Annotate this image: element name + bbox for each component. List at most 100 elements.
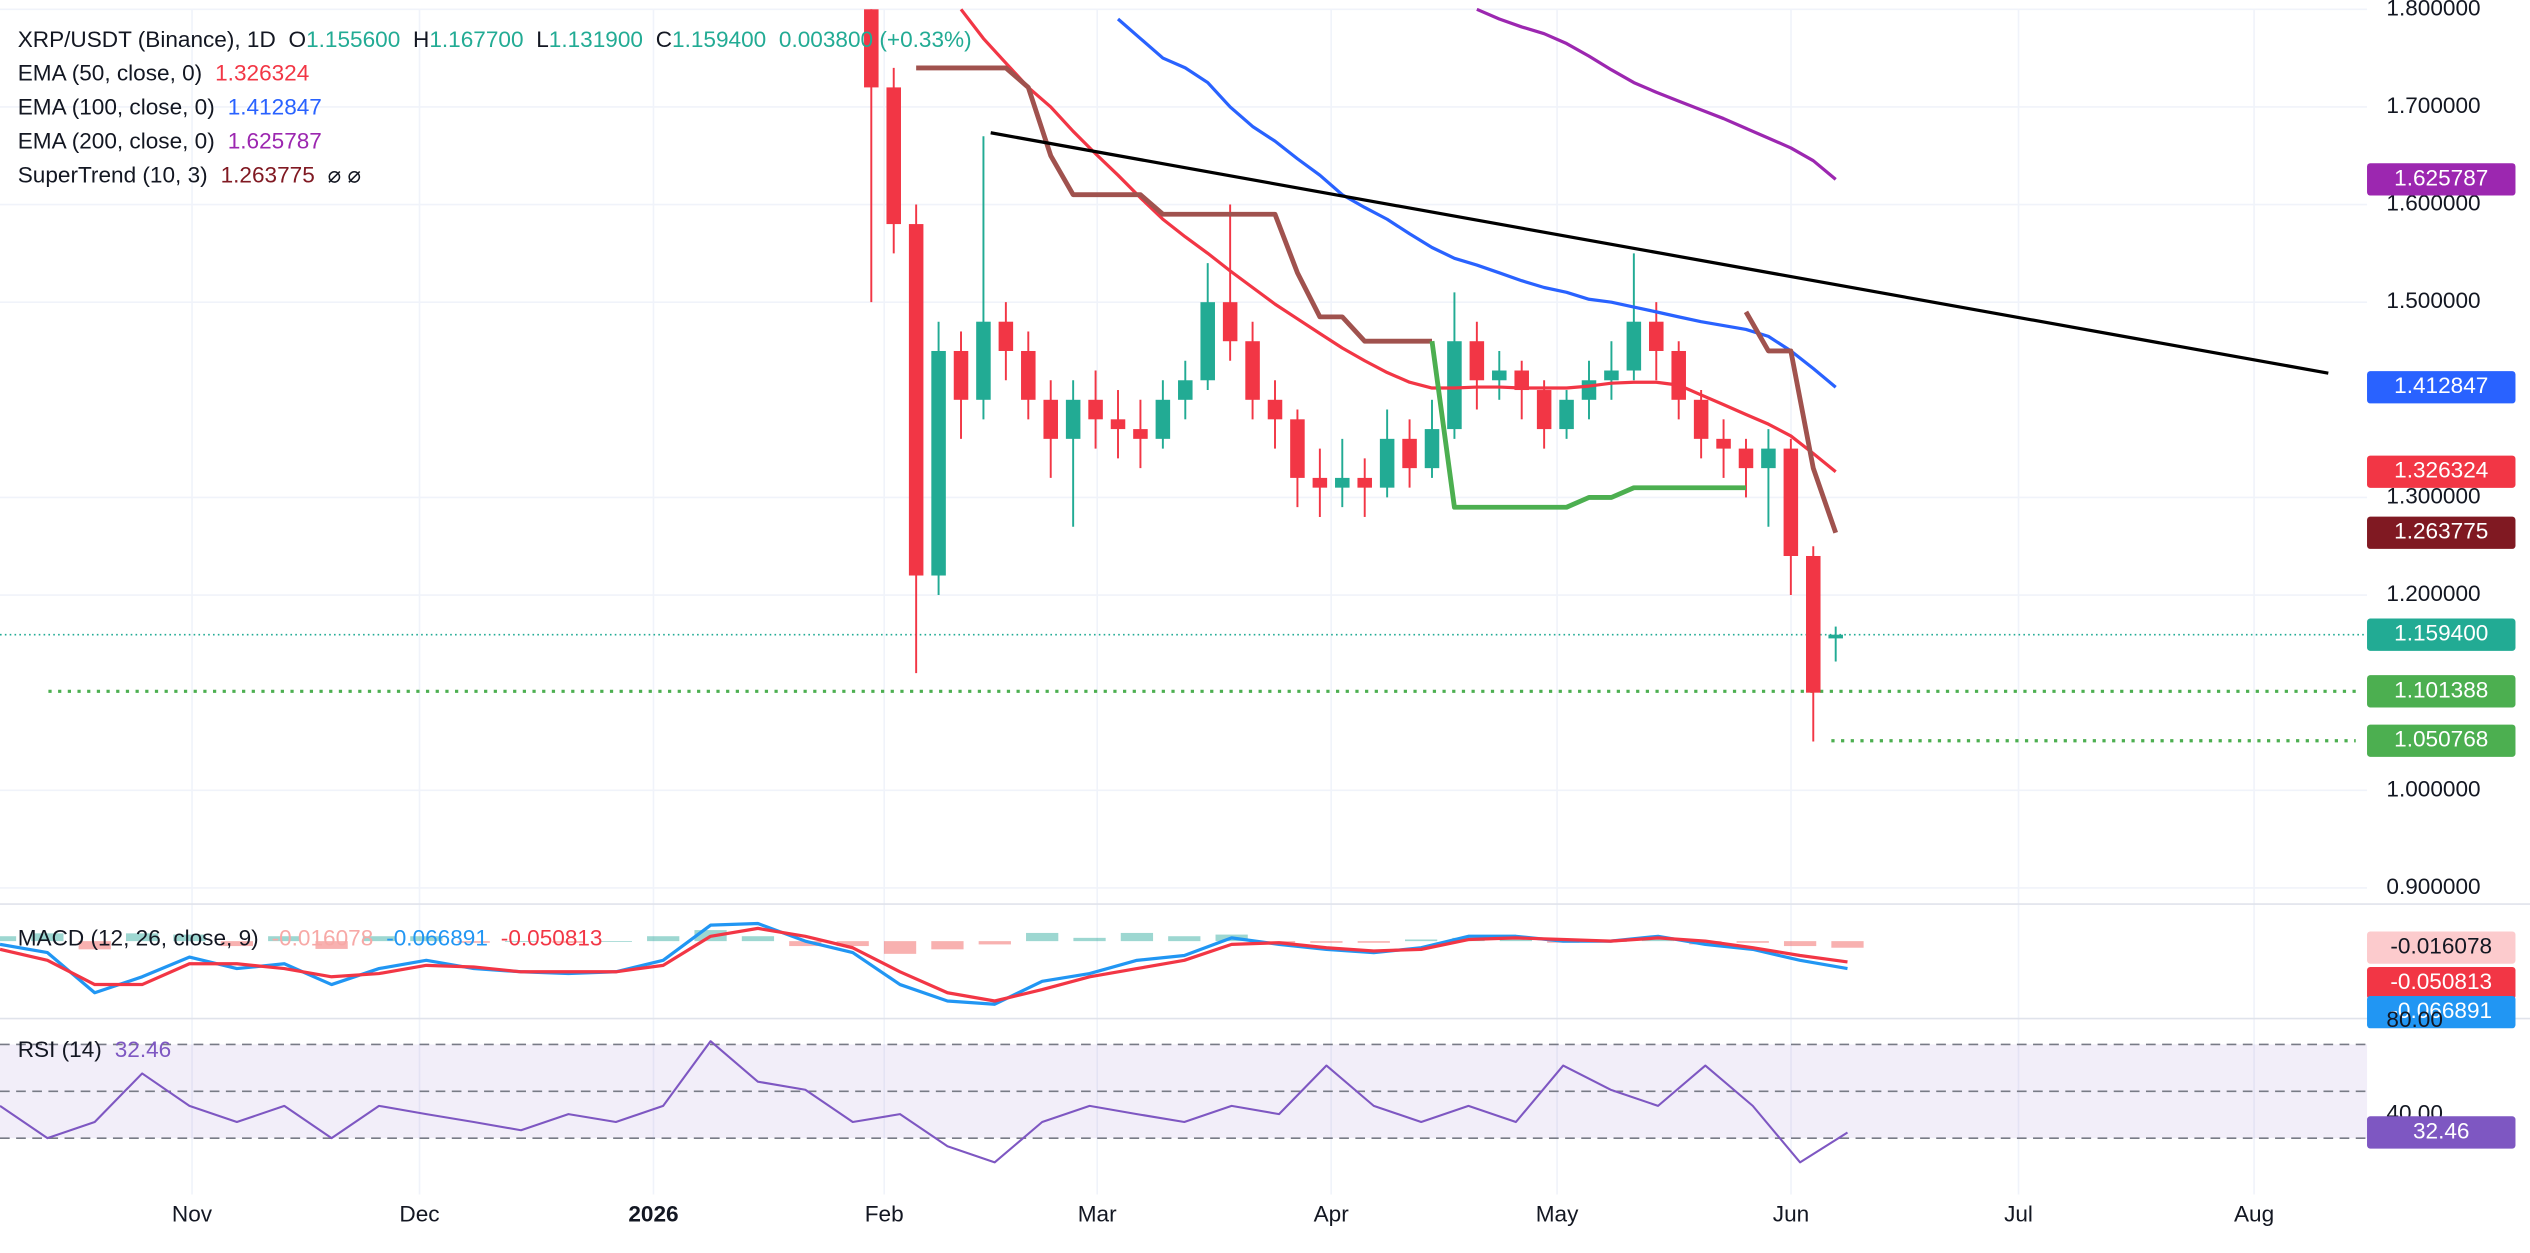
candle-body <box>1155 399 1171 439</box>
candle-body <box>1671 350 1686 400</box>
x-tick-label: Apr <box>1314 1201 1350 1226</box>
candle-body <box>1357 477 1372 488</box>
legend-value: 1.263775 <box>221 162 315 187</box>
x-tick-label: Jul <box>2004 1201 2033 1226</box>
price-badge-label: -0.016078 <box>2390 934 2492 959</box>
macd-histogram-bar <box>647 936 680 942</box>
macd-histogram-bar <box>457 941 490 943</box>
close-value: 1.159400 <box>672 27 766 52</box>
macd-histogram-bar <box>504 941 538 942</box>
trendline <box>990 131 2329 375</box>
price-marks <box>0 7 2368 1164</box>
candle-body <box>1649 321 1664 351</box>
price-badge-label: 1.050768 <box>2394 727 2488 752</box>
candle-body <box>976 321 991 400</box>
high-label: H <box>413 27 429 52</box>
price-badge <box>2367 163 2516 196</box>
candle-body <box>931 350 946 576</box>
candle-body <box>1738 448 1754 469</box>
x-tick-label: Mar <box>1078 1201 1117 1226</box>
candle-body <box>1492 370 1507 381</box>
x-tick-label: May <box>1536 1201 1579 1226</box>
supertrend-up <box>1429 340 1746 510</box>
change-value: 0.003800 (+0.33%) <box>779 27 972 52</box>
candle-body <box>1178 380 1193 400</box>
y-tick-label: 0.900000 <box>2386 874 2480 899</box>
candle-body <box>1536 390 1552 430</box>
macd-hist-value: -0.016078 <box>272 925 374 950</box>
legend-name: EMA (100, close, 0) <box>18 95 215 120</box>
legend-flags: ⌀ ⌀ <box>328 162 362 187</box>
candle-body <box>1514 370 1529 391</box>
macd-histogram-bar <box>931 941 964 950</box>
macd-histogram-bar <box>552 941 585 943</box>
macd-histogram-bar <box>1120 932 1154 942</box>
price-badge <box>2367 455 2516 488</box>
price-badge-label: 1.159400 <box>2394 621 2488 646</box>
x-tick-label: Feb <box>865 1201 904 1226</box>
symbol: XRP/USDT (Binance), 1D <box>18 27 276 52</box>
macd-histogram-bar <box>978 941 1011 945</box>
rsi-legend: RSI (14) 32.46 <box>18 1037 171 1062</box>
candle-body <box>1110 419 1126 430</box>
price-badge-label: 1.625787 <box>2394 165 2488 190</box>
open-label: O <box>289 27 307 52</box>
candle-body <box>1222 302 1238 342</box>
candle-body <box>1267 399 1283 420</box>
close-label: C <box>656 27 672 52</box>
y-tick-label: 1.200000 <box>2386 581 2480 606</box>
ema-line <box>1116 17 1837 389</box>
overlay: 0.9000001.0000001.2000001.3000001.500000… <box>18 0 2516 1226</box>
candle-body <box>908 224 924 576</box>
macd-histogram-bar <box>836 941 869 947</box>
candle-body <box>1021 350 1036 400</box>
price-badge <box>2367 675 2516 708</box>
grid <box>0 8 2368 1195</box>
supertrend-down <box>916 65 1838 534</box>
candle-body <box>998 321 1014 351</box>
macd-histogram-bar <box>173 934 206 942</box>
legend-row: EMA (50, close, 0) 1.326324 <box>18 61 310 86</box>
signal-line <box>0 926 1848 1003</box>
macd-histogram-bar <box>1831 941 1864 948</box>
price-badge-label: -0.050813 <box>2390 969 2492 994</box>
candle-body <box>1806 555 1821 693</box>
legend-value: 1.326324 <box>215 61 309 86</box>
candle-body <box>886 87 901 225</box>
macd-histogram-bar <box>0 936 17 942</box>
candle-body <box>1065 399 1081 439</box>
macd-histogram-bar <box>883 941 917 954</box>
high-value: 1.167700 <box>429 27 523 52</box>
macd-histogram-bar <box>599 941 632 942</box>
candle-body <box>1133 429 1148 439</box>
candle-body <box>1088 399 1103 420</box>
candle-body <box>1312 477 1328 488</box>
price-badge-label: 1.101388 <box>2394 677 2488 702</box>
legend-value: 1.412847 <box>228 95 322 120</box>
macd-histogram-bar <box>1168 936 1201 942</box>
macd-signal-value: -0.050813 <box>501 925 603 950</box>
price-badge <box>2367 516 2516 549</box>
legend-value: 1.625787 <box>228 128 322 153</box>
legend-name: EMA (200, close, 0) <box>18 128 215 153</box>
macd-histogram-bar <box>125 933 159 942</box>
macd-histogram-bar <box>31 933 64 942</box>
legend-name: EMA (50, close, 0) <box>18 61 202 86</box>
candle-body <box>1200 302 1215 381</box>
rsi-tick-label: 80.00 <box>2386 1007 2443 1032</box>
macd-legend: MACD (12, 26, close, 9) -0.016078 -0.06689… <box>18 925 603 950</box>
ema-line <box>1476 7 1837 181</box>
candle-body <box>1043 399 1058 439</box>
y-tick-label: 1.000000 <box>2386 776 2480 801</box>
macd-histogram-bar <box>362 936 396 942</box>
x-tick-label: Jun <box>1773 1201 1809 1226</box>
macd-histogram-bar <box>1783 941 1817 947</box>
candle-body <box>1783 448 1799 556</box>
macd-histogram-bar <box>1073 937 1106 942</box>
macd-value: -0.066891 <box>386 925 488 950</box>
open-value: 1.155600 <box>306 27 400 52</box>
price-badge <box>2367 618 2516 651</box>
macd-histogram-bar <box>1026 932 1059 942</box>
macd-histogram-bar <box>1357 941 1390 943</box>
